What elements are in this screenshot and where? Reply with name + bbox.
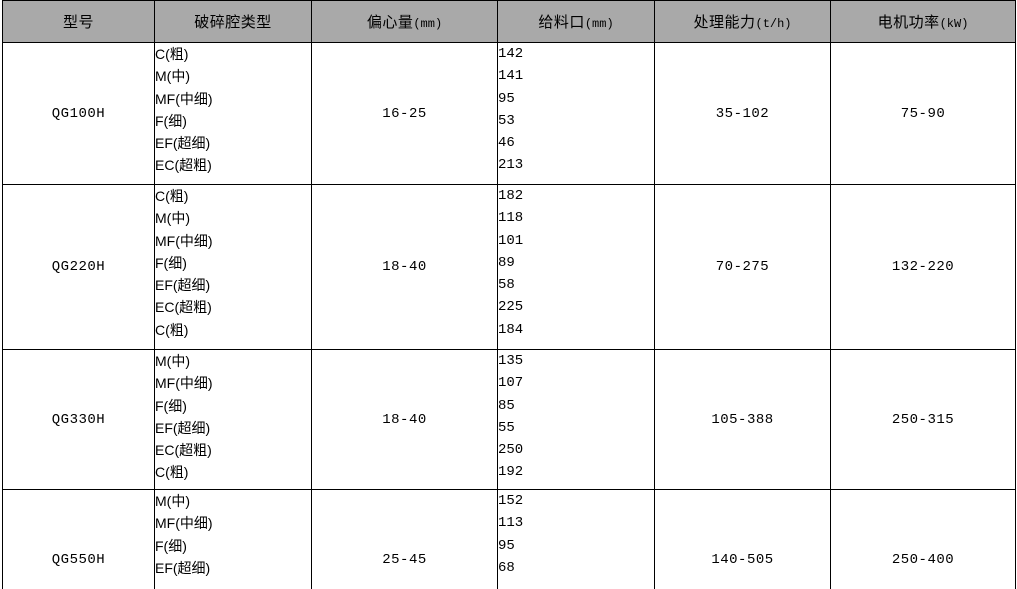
column-header-chamber-type: 破碎腔类型 bbox=[154, 0, 312, 43]
cell-feed-openings: 152 113 95 68 bbox=[497, 489, 655, 589]
feed-opening-item: 53 bbox=[498, 112, 515, 129]
cell-model: QG550H bbox=[2, 489, 155, 589]
table-row: QG550H M(中) MF(中细) F(细) EF(超细) 25-45 152 113… bbox=[2, 489, 1016, 589]
cell-feed-openings: 135 107 85 55 250 192 bbox=[497, 349, 655, 490]
feed-opening-item: 135 bbox=[498, 353, 524, 369]
feed-opening-item: 142 bbox=[498, 46, 524, 62]
cell-capacity: 105-388 bbox=[654, 349, 831, 490]
cell-eccentricity: 18-40 bbox=[311, 349, 498, 490]
feed-opening-item: 152 bbox=[498, 493, 524, 509]
chamber-type-item: EC(超粗) bbox=[155, 442, 212, 459]
feed-opening-item: 107 bbox=[498, 375, 524, 392]
feed-opening-item: 85 bbox=[498, 397, 515, 414]
cell-eccentricity: 18-40 bbox=[311, 184, 498, 350]
chamber-type-item: M(中) bbox=[155, 493, 190, 509]
feed-opening-item: 184 bbox=[498, 321, 524, 338]
cell-feed-openings: 142 141 95 53 46 213 bbox=[497, 42, 655, 185]
cell-capacity: 35-102 bbox=[654, 42, 831, 185]
chamber-type-item: C(粗) bbox=[155, 464, 189, 481]
feed-opening-item: 113 bbox=[498, 515, 524, 532]
header-row: 型号 破碎腔类型 偏心量(mm) 给料口(mm) 处理能力(t/h) 电机功率(… bbox=[2, 0, 1016, 43]
chamber-type-item: MF(中细) bbox=[155, 232, 213, 249]
feed-opening-item: 192 bbox=[498, 464, 524, 481]
chamber-type-item: F(细) bbox=[155, 397, 187, 414]
chamber-type-item: EF(超细) bbox=[155, 277, 211, 294]
chamber-type-item: F(细) bbox=[155, 537, 187, 554]
cell-capacity: 70-275 bbox=[654, 184, 831, 350]
cell-motor-power: 132-220 bbox=[830, 184, 1016, 350]
chamber-type-item: MF(中细) bbox=[155, 515, 213, 532]
cell-capacity: 140-505 bbox=[654, 489, 831, 589]
feed-opening-item: 141 bbox=[498, 68, 524, 85]
cell-chamber-types: M(中) MF(中细) F(细) EF(超细) bbox=[154, 489, 312, 589]
column-header-motor-power: 电机功率(kW) bbox=[830, 0, 1016, 43]
column-header-eccentricity-label: 偏心量 bbox=[366, 14, 414, 31]
feed-opening-item: 68 bbox=[498, 559, 515, 576]
chamber-type-item: M(中) bbox=[155, 353, 190, 369]
column-header-feed-opening-unit: (mm) bbox=[584, 17, 614, 31]
chamber-type-item: EF(超细) bbox=[155, 559, 211, 576]
cell-model: QG100H bbox=[2, 42, 155, 185]
cell-motor-power: 250-400 bbox=[830, 489, 1016, 589]
column-header-feed-opening: 给料口(mm) bbox=[497, 0, 655, 43]
chamber-type-item: F(细) bbox=[155, 254, 187, 271]
cell-eccentricity: 25-45 bbox=[311, 489, 498, 589]
feed-opening-item: 182 bbox=[498, 188, 524, 204]
chamber-type-item: C(粗) bbox=[155, 188, 189, 204]
feed-opening-item: 95 bbox=[498, 90, 515, 107]
column-header-chamber-type-label: 破碎腔类型 bbox=[194, 14, 272, 31]
cell-model: QG220H bbox=[2, 184, 155, 350]
chamber-type-item: MF(中细) bbox=[155, 90, 213, 107]
table-header: 型号 破碎腔类型 偏心量(mm) 给料口(mm) 处理能力(t/h) 电机功率(… bbox=[2, 0, 1016, 43]
cell-feed-openings: 182 118 101 89 58 225 184 bbox=[497, 184, 655, 350]
cell-eccentricity: 16-25 bbox=[311, 42, 498, 185]
cell-motor-power: 75-90 bbox=[830, 42, 1016, 185]
column-header-capacity-label: 处理能力 bbox=[693, 14, 756, 31]
chamber-type-item: C(粗) bbox=[155, 46, 189, 62]
cell-model: QG330H bbox=[2, 349, 155, 490]
column-header-model-label: 型号 bbox=[62, 14, 94, 31]
feed-opening-item: 101 bbox=[498, 232, 524, 249]
column-header-motor-power-unit: (kW) bbox=[939, 17, 969, 31]
column-header-eccentricity-unit: (mm) bbox=[413, 17, 443, 31]
table-row: QG100H C(粗) M(中) MF(中细) F(细) EF(超细) EC(超粗) 16… bbox=[2, 42, 1016, 185]
feed-opening-item: 55 bbox=[498, 419, 515, 436]
feed-opening-item: 250 bbox=[498, 442, 524, 459]
feed-opening-item: 46 bbox=[498, 135, 515, 152]
table-row: QG330H M(中) MF(中细) F(细) EF(超细) EC(超粗) C(粗) 18… bbox=[2, 349, 1016, 490]
column-header-capacity: 处理能力(t/h) bbox=[654, 0, 831, 43]
feed-opening-item: 95 bbox=[498, 537, 515, 554]
column-header-eccentricity: 偏心量(mm) bbox=[311, 0, 498, 43]
chamber-type-item: EC(超粗) bbox=[155, 299, 212, 316]
chamber-type-item: EC(超粗) bbox=[155, 157, 212, 174]
chamber-type-item: F(细) bbox=[155, 112, 187, 129]
table-row: QG220H C(粗) M(中) MF(中细) F(细) EF(超细) EC(超粗) C(粗… bbox=[2, 184, 1016, 350]
column-header-model: 型号 bbox=[2, 0, 155, 43]
chamber-type-item: M(中) bbox=[155, 210, 190, 227]
cell-chamber-types: C(粗) M(中) MF(中细) F(细) EF(超细) EC(超粗) C(粗) bbox=[154, 184, 312, 350]
feed-opening-item: 118 bbox=[498, 210, 524, 227]
cell-chamber-types: M(中) MF(中细) F(细) EF(超细) EC(超粗) C(粗) bbox=[154, 349, 312, 490]
table-body: QG100H C(粗) M(中) MF(中细) F(细) EF(超细) EC(超粗) 16… bbox=[2, 42, 1016, 589]
chamber-type-item: EF(超细) bbox=[155, 135, 211, 152]
feed-opening-item: 89 bbox=[498, 254, 515, 271]
chamber-type-item: C(粗) bbox=[155, 321, 189, 338]
feed-opening-item: 213 bbox=[498, 157, 524, 174]
feed-opening-item: 225 bbox=[498, 299, 524, 316]
column-header-feed-opening-label: 给料口 bbox=[538, 14, 585, 31]
column-header-capacity-unit: (t/h) bbox=[755, 17, 792, 31]
feed-opening-item: 58 bbox=[498, 277, 515, 294]
cell-motor-power: 250-315 bbox=[830, 349, 1016, 490]
chamber-type-item: M(中) bbox=[155, 68, 190, 85]
chamber-type-item: MF(中细) bbox=[155, 375, 213, 392]
cell-chamber-types: C(粗) M(中) MF(中细) F(细) EF(超细) EC(超粗) bbox=[154, 42, 312, 185]
column-header-motor-power-label: 电机功率 bbox=[877, 14, 940, 31]
chamber-type-item: EF(超细) bbox=[155, 419, 211, 436]
